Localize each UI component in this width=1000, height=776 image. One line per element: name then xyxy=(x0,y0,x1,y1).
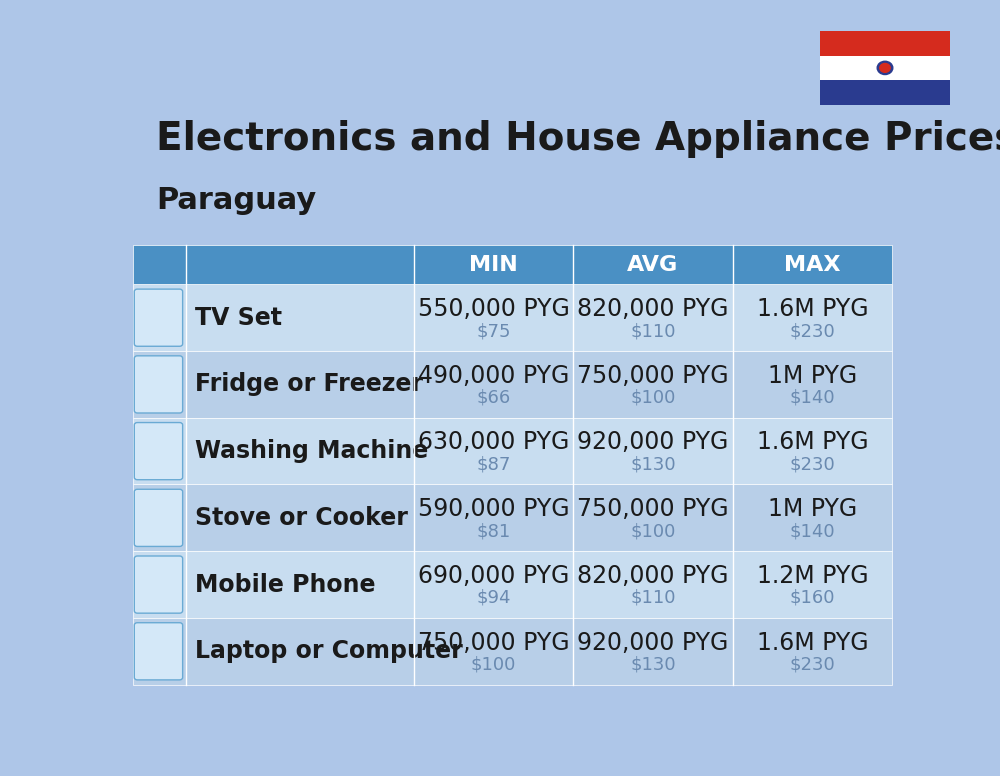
Text: Stove or Cooker: Stove or Cooker xyxy=(195,506,408,530)
Text: 750,000 PYG: 750,000 PYG xyxy=(418,631,569,655)
Text: $130: $130 xyxy=(630,656,676,674)
Text: Fridge or Freezer: Fridge or Freezer xyxy=(195,372,423,397)
Text: $81: $81 xyxy=(476,522,511,540)
FancyBboxPatch shape xyxy=(573,284,733,351)
Text: TV Set: TV Set xyxy=(195,306,282,330)
Text: 1.2M PYG: 1.2M PYG xyxy=(757,564,868,588)
Text: $66: $66 xyxy=(476,389,511,407)
Text: 630,000 PYG: 630,000 PYG xyxy=(418,431,569,455)
Text: 1.6M PYG: 1.6M PYG xyxy=(757,431,868,455)
FancyBboxPatch shape xyxy=(573,484,733,551)
FancyBboxPatch shape xyxy=(733,551,892,618)
Text: $140: $140 xyxy=(790,389,835,407)
Text: 920,000 PYG: 920,000 PYG xyxy=(577,631,729,655)
Text: Laptop or Computer: Laptop or Computer xyxy=(195,639,463,663)
FancyBboxPatch shape xyxy=(573,351,733,417)
FancyBboxPatch shape xyxy=(573,551,733,618)
Text: $100: $100 xyxy=(471,656,516,674)
Text: $230: $230 xyxy=(790,656,835,674)
Text: 820,000 PYG: 820,000 PYG xyxy=(577,297,729,321)
Text: 1M PYG: 1M PYG xyxy=(768,364,857,388)
Text: $110: $110 xyxy=(630,589,676,607)
Text: 1.6M PYG: 1.6M PYG xyxy=(757,297,868,321)
FancyBboxPatch shape xyxy=(186,551,414,618)
FancyBboxPatch shape xyxy=(134,490,183,546)
FancyBboxPatch shape xyxy=(134,556,183,613)
Text: $100: $100 xyxy=(630,522,676,540)
FancyBboxPatch shape xyxy=(414,284,573,351)
FancyBboxPatch shape xyxy=(186,417,414,484)
FancyBboxPatch shape xyxy=(573,245,733,284)
FancyBboxPatch shape xyxy=(414,484,573,551)
FancyBboxPatch shape xyxy=(414,351,573,417)
FancyBboxPatch shape xyxy=(186,484,414,551)
Text: $75: $75 xyxy=(476,322,511,340)
FancyBboxPatch shape xyxy=(133,245,186,284)
FancyBboxPatch shape xyxy=(133,484,186,551)
Text: $100: $100 xyxy=(630,389,676,407)
FancyBboxPatch shape xyxy=(186,245,414,284)
FancyBboxPatch shape xyxy=(133,284,186,351)
Text: $94: $94 xyxy=(476,589,511,607)
Text: $130: $130 xyxy=(630,456,676,473)
Text: MIN: MIN xyxy=(469,255,518,275)
FancyBboxPatch shape xyxy=(134,289,183,346)
Text: 820,000 PYG: 820,000 PYG xyxy=(577,564,729,588)
Text: Washing Machine: Washing Machine xyxy=(195,439,428,463)
FancyBboxPatch shape xyxy=(133,351,186,417)
Text: Electronics and House Appliance Prices: Electronics and House Appliance Prices xyxy=(156,120,1000,158)
Text: $230: $230 xyxy=(790,456,835,473)
FancyBboxPatch shape xyxy=(414,245,573,284)
Text: $160: $160 xyxy=(790,589,835,607)
Text: MAX: MAX xyxy=(784,255,841,275)
FancyBboxPatch shape xyxy=(733,351,892,417)
FancyBboxPatch shape xyxy=(733,417,892,484)
Text: 1M PYG: 1M PYG xyxy=(768,497,857,521)
Text: 750,000 PYG: 750,000 PYG xyxy=(577,364,729,388)
FancyBboxPatch shape xyxy=(186,284,414,351)
Text: 590,000 PYG: 590,000 PYG xyxy=(418,497,569,521)
FancyBboxPatch shape xyxy=(573,618,733,684)
FancyBboxPatch shape xyxy=(133,618,186,684)
Text: $110: $110 xyxy=(630,322,676,340)
Text: 690,000 PYG: 690,000 PYG xyxy=(418,564,569,588)
Text: 750,000 PYG: 750,000 PYG xyxy=(577,497,729,521)
FancyBboxPatch shape xyxy=(733,245,892,284)
FancyBboxPatch shape xyxy=(733,618,892,684)
FancyBboxPatch shape xyxy=(134,622,183,680)
Text: Paraguay: Paraguay xyxy=(156,185,316,215)
FancyBboxPatch shape xyxy=(133,417,186,484)
Bar xyxy=(820,80,950,105)
Text: $230: $230 xyxy=(790,322,835,340)
Circle shape xyxy=(877,61,893,74)
FancyBboxPatch shape xyxy=(573,417,733,484)
FancyBboxPatch shape xyxy=(186,351,414,417)
Text: $87: $87 xyxy=(476,456,511,473)
FancyBboxPatch shape xyxy=(134,356,183,413)
FancyBboxPatch shape xyxy=(134,423,183,480)
Text: 550,000 PYG: 550,000 PYG xyxy=(418,297,569,321)
FancyBboxPatch shape xyxy=(733,284,892,351)
Text: 1.6M PYG: 1.6M PYG xyxy=(757,631,868,655)
Text: 920,000 PYG: 920,000 PYG xyxy=(577,431,729,455)
Text: $140: $140 xyxy=(790,522,835,540)
Bar xyxy=(820,31,950,56)
FancyBboxPatch shape xyxy=(414,618,573,684)
FancyBboxPatch shape xyxy=(133,551,186,618)
FancyBboxPatch shape xyxy=(414,417,573,484)
FancyBboxPatch shape xyxy=(733,484,892,551)
Text: 490,000 PYG: 490,000 PYG xyxy=(418,364,569,388)
Bar xyxy=(820,56,950,80)
Text: AVG: AVG xyxy=(627,255,679,275)
Text: Mobile Phone: Mobile Phone xyxy=(195,573,376,597)
FancyBboxPatch shape xyxy=(414,551,573,618)
Circle shape xyxy=(880,64,890,72)
FancyBboxPatch shape xyxy=(186,618,414,684)
